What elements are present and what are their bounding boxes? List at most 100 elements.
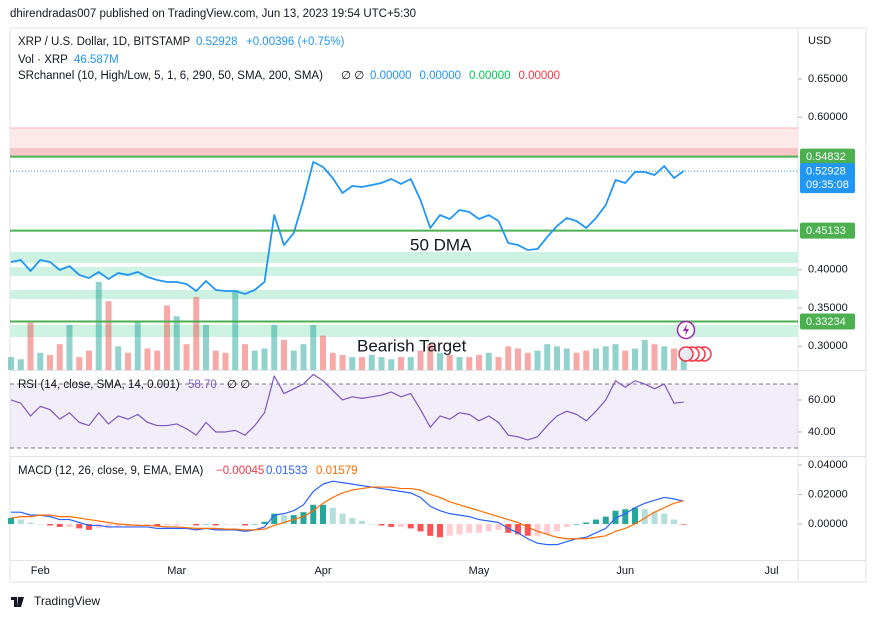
- histogram-bar: [651, 512, 658, 524]
- histogram-bar: [661, 513, 668, 524]
- volume-bar: [544, 344, 551, 370]
- volume-bar: [349, 357, 356, 370]
- volume-bar: [281, 339, 287, 370]
- histogram-bar: [398, 523, 404, 527]
- histogram-bar: [573, 523, 580, 525]
- volume-bar: [417, 350, 424, 370]
- footer: TradingView: [34, 594, 100, 608]
- macd-value: −0.00045: [216, 465, 264, 477]
- histogram-bar: [193, 523, 200, 526]
- histogram-bar: [56, 523, 63, 527]
- histogram-bar: [378, 523, 385, 526]
- volume-bar: [359, 357, 365, 370]
- histogram-bar: [622, 509, 629, 524]
- volume-bar: [251, 350, 258, 370]
- support-zone: [10, 252, 798, 263]
- volume-bar: [271, 324, 278, 370]
- chart-title: XRP / U.S. Dollar, 1D, BITSTAMP: [18, 36, 190, 48]
- indicator-flags: ∅ ∅: [341, 70, 364, 82]
- x-tick-label: Feb: [31, 565, 50, 577]
- histogram-bar: [271, 513, 278, 524]
- histogram-bar: [173, 523, 180, 526]
- currency: USD: [808, 35, 831, 47]
- volume-bar: [661, 346, 668, 370]
- volume-bar: [651, 344, 658, 370]
- level-label: 0.54832: [806, 151, 846, 163]
- y-tick-label: 60.00: [808, 394, 836, 406]
- histogram-bar: [417, 523, 424, 532]
- volume-bar: [524, 352, 531, 370]
- rsi-flags: ∅ ∅: [227, 379, 250, 391]
- signal-line: [10, 486, 684, 540]
- rsi-value: 58.70: [188, 379, 217, 391]
- histogram-bar: [407, 523, 414, 529]
- volume-bar: [466, 357, 473, 370]
- volume-bar: [183, 344, 190, 370]
- histogram-bar: [212, 523, 219, 526]
- volume-bar: [456, 357, 463, 370]
- volume-bar: [76, 357, 83, 370]
- volume-bar: [261, 348, 268, 370]
- histogram-bar: [680, 523, 687, 525]
- y-tick-label: 0.60000: [808, 111, 848, 123]
- y-tick-label: 0.65000: [808, 73, 848, 85]
- volume-bar: [573, 352, 580, 370]
- volume-bar: [47, 354, 53, 370]
- histogram-bar: [456, 523, 463, 535]
- countdown: 09:35:08: [806, 179, 849, 191]
- histogram-bar: [534, 523, 541, 536]
- histogram-bar: [66, 523, 73, 527]
- y-tick-label: 0.04000: [808, 459, 848, 471]
- volume-bar: [320, 335, 326, 370]
- y-tick-label: 0.40000: [808, 264, 848, 276]
- histogram-bar: [261, 521, 268, 524]
- indicator-value: 0.00000: [469, 70, 511, 82]
- histogram-bar: [242, 523, 248, 526]
- volume-bar: [554, 346, 560, 370]
- volume-bar: [476, 354, 482, 370]
- annotation: Bearish Target: [357, 336, 467, 355]
- y-tick-label: 0.00000: [808, 518, 848, 530]
- histogram-bar: [437, 523, 443, 538]
- volume-last: 46.587M: [74, 54, 119, 66]
- histogram-bar: [105, 523, 112, 529]
- macd-line: [11, 480, 684, 546]
- volume-bar: [378, 357, 385, 370]
- volume-bar: [398, 357, 404, 370]
- volume-bar: [173, 316, 180, 370]
- volume-bar: [495, 357, 502, 370]
- histogram-bar: [612, 510, 619, 524]
- volume-bar: [300, 344, 307, 370]
- marks: [8, 155, 798, 546]
- histogram-bar: [115, 523, 122, 527]
- volume-bar: [164, 305, 170, 370]
- volume-bar: [671, 348, 677, 370]
- x-tick-label: Mar: [167, 565, 186, 577]
- publisher: dhirendradas007 published on TradingView…: [10, 8, 416, 20]
- volume-bar: [563, 348, 570, 370]
- histogram-bar: [554, 523, 560, 532]
- rsi-legend: RSI (14, close, SMA, 14, 0.001): [18, 379, 180, 391]
- volume-bar: [407, 357, 414, 370]
- volume-legend: Vol · XRP: [18, 54, 68, 66]
- volume-bar: [515, 348, 521, 370]
- volume-bar: [534, 350, 541, 370]
- volume-bar: [193, 296, 200, 370]
- volume-bar: [66, 324, 73, 370]
- resistance-zone: [10, 148, 798, 157]
- volume-bar: [125, 352, 131, 370]
- histogram-bar: [300, 512, 307, 524]
- volume-bar: [427, 344, 434, 370]
- histogram-bar: [446, 523, 453, 536]
- volume-bar: [27, 322, 34, 370]
- frame: [9, 27, 867, 583]
- indicator-value: 0.00000: [519, 70, 561, 82]
- volume-bar: [339, 354, 346, 370]
- price-line: [10, 161, 685, 295]
- histogram-bar: [359, 521, 365, 524]
- volume-bar: [37, 352, 44, 370]
- volume-bar: [232, 290, 239, 370]
- histogram-bar: [524, 523, 531, 536]
- current-price-bg: [800, 163, 855, 194]
- volume-bar: [446, 354, 453, 370]
